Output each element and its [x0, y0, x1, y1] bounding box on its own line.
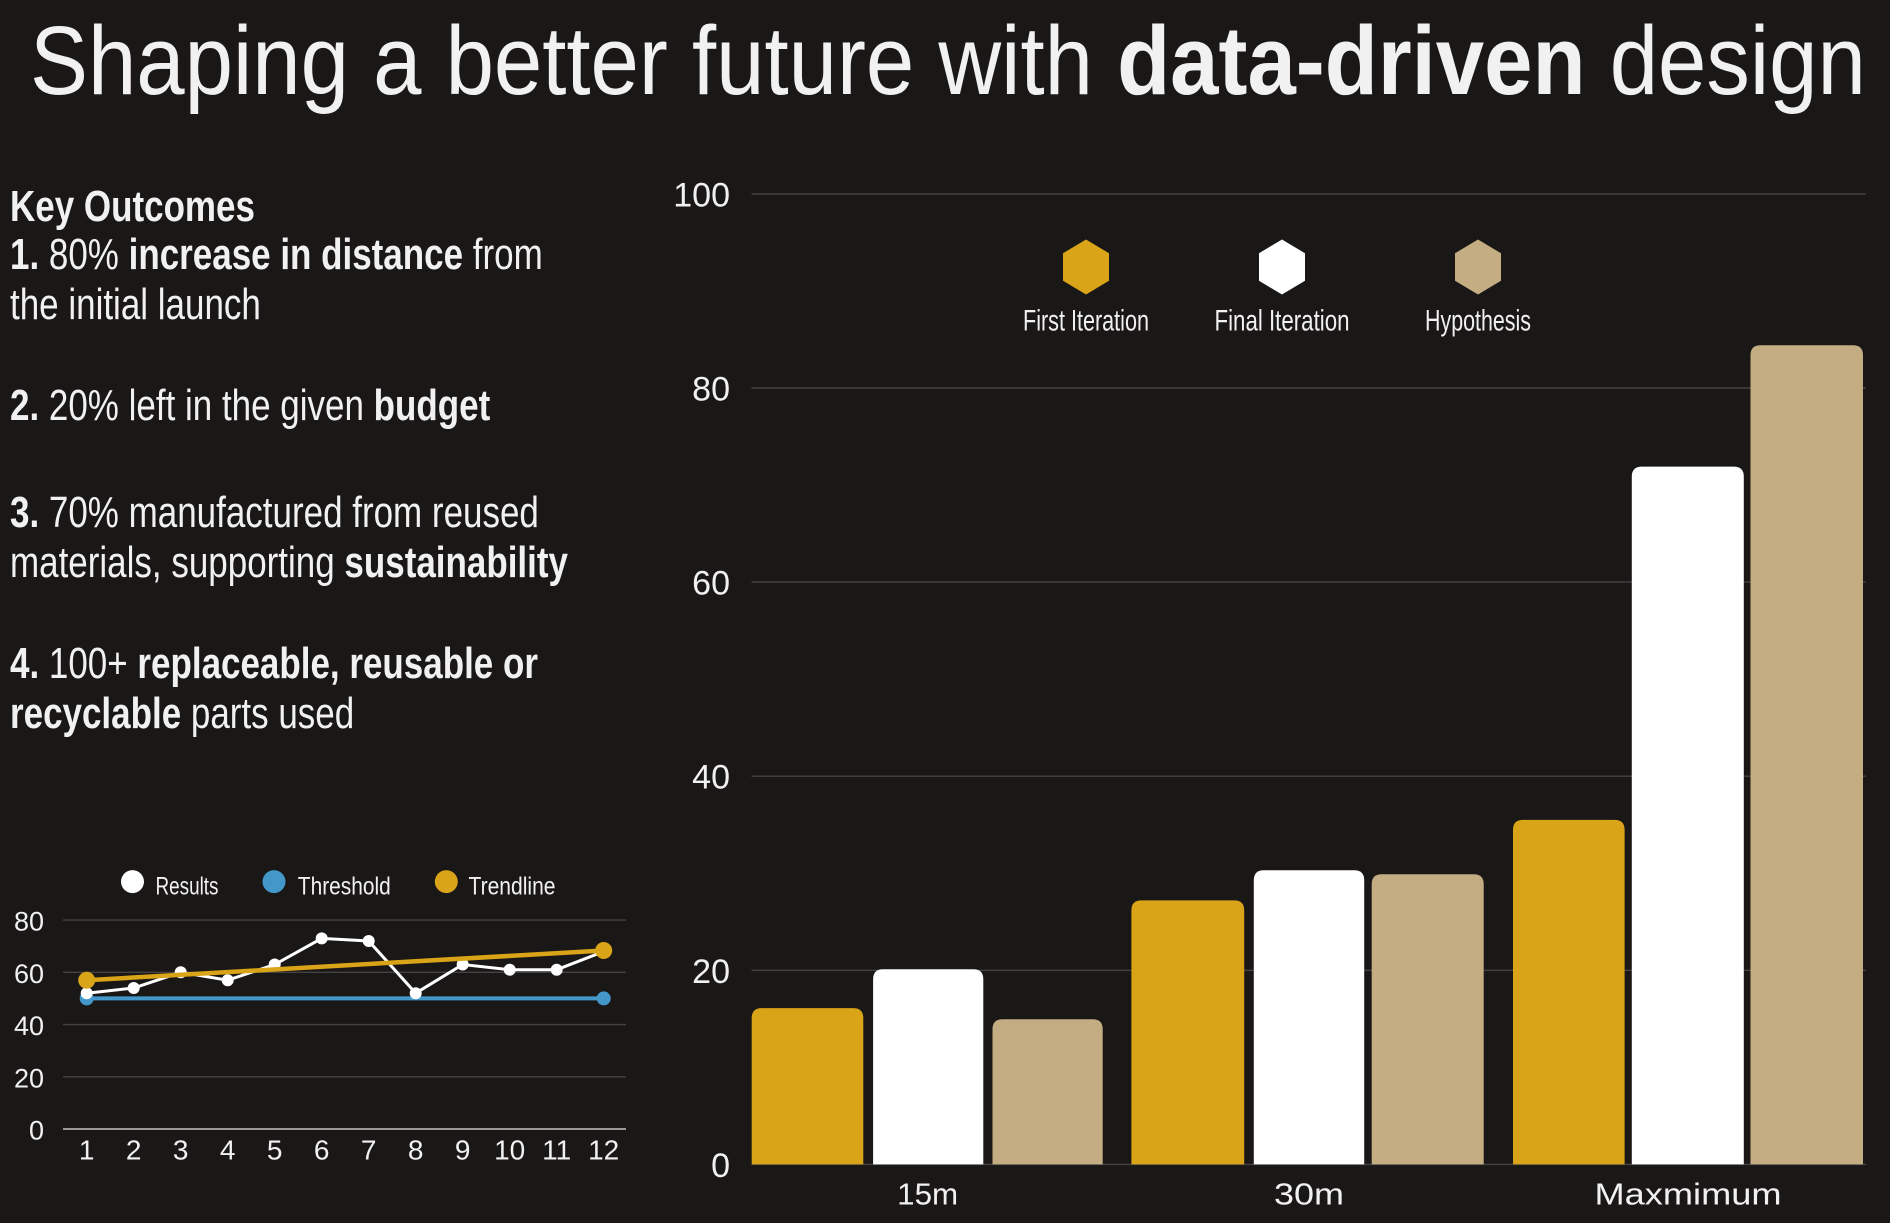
svg-text:10: 10 — [494, 1135, 525, 1166]
svg-text:Final Iteration: Final Iteration — [1215, 305, 1350, 338]
svg-text:60: 60 — [692, 565, 730, 603]
svg-text:11: 11 — [542, 1135, 571, 1166]
svg-text:0: 0 — [29, 1116, 44, 1146]
svg-text:Trendline: Trendline — [469, 872, 556, 900]
svg-text:6: 6 — [314, 1135, 330, 1166]
svg-text:30m: 30m — [1274, 1176, 1344, 1211]
svg-text:3: 3 — [173, 1135, 189, 1166]
svg-text:Maxmimum: Maxmimum — [1595, 1176, 1782, 1211]
svg-text:Hypothesis: Hypothesis — [1425, 305, 1531, 338]
svg-text:8: 8 — [408, 1135, 424, 1166]
svg-text:0: 0 — [711, 1147, 730, 1185]
svg-text:First Iteration: First Iteration — [1023, 305, 1149, 338]
svg-text:40: 40 — [14, 1011, 44, 1041]
svg-text:2: 2 — [126, 1135, 142, 1166]
svg-text:80: 80 — [692, 371, 730, 409]
svg-text:Results: Results — [156, 872, 219, 900]
svg-text:4: 4 — [220, 1135, 236, 1166]
svg-text:15m: 15m — [897, 1176, 958, 1211]
svg-text:100: 100 — [673, 176, 730, 214]
svg-text:7: 7 — [361, 1135, 377, 1166]
svg-text:40: 40 — [692, 759, 730, 797]
svg-text:12: 12 — [588, 1135, 619, 1166]
svg-text:20: 20 — [692, 953, 730, 991]
svg-text:Threshold: Threshold — [298, 872, 391, 900]
svg-text:20: 20 — [14, 1063, 44, 1093]
svg-text:80: 80 — [14, 907, 44, 937]
svg-text:60: 60 — [14, 959, 44, 989]
svg-text:1: 1 — [79, 1135, 95, 1166]
svg-text:9: 9 — [455, 1135, 471, 1166]
svg-text:5: 5 — [267, 1135, 283, 1166]
